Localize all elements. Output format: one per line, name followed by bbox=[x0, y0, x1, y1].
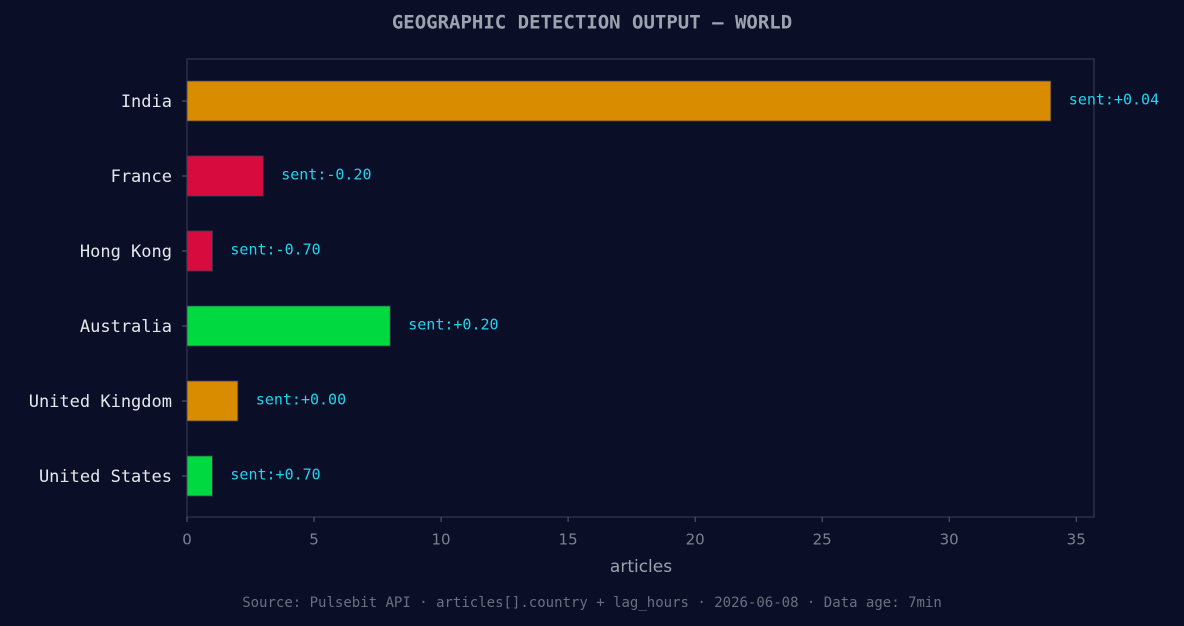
x-tick-label: 30 bbox=[940, 531, 959, 549]
bar bbox=[186, 230, 213, 272]
x-tick-label: 20 bbox=[686, 531, 705, 549]
bar-label: sent:+0.00 bbox=[256, 391, 346, 409]
y-tick-label: United States bbox=[39, 467, 172, 487]
x-tick-label: 5 bbox=[309, 531, 319, 549]
bar-label: sent:+0.70 bbox=[230, 466, 320, 484]
bar bbox=[186, 455, 213, 497]
x-axis-label: articles bbox=[610, 557, 672, 577]
bar-label: sent:+0.04 bbox=[1069, 91, 1159, 109]
y-tick-label: France bbox=[111, 167, 172, 187]
source-note: Source: Pulsebit API · articles[].countr… bbox=[242, 595, 942, 611]
y-tick-label: United Kingdom bbox=[29, 392, 172, 412]
x-tick-label: 25 bbox=[813, 531, 832, 549]
chart-title: GEOGRAPHIC DETECTION OUTPUT — WORLD bbox=[392, 12, 792, 34]
bar-label: sent:-0.20 bbox=[281, 166, 371, 184]
y-tick-label: India bbox=[121, 92, 172, 112]
bar bbox=[186, 305, 391, 347]
x-tick-label: 10 bbox=[432, 531, 451, 549]
y-tick-label: Hong Kong bbox=[80, 242, 172, 262]
bar-label: sent:+0.20 bbox=[408, 316, 498, 334]
x-tick-label: 15 bbox=[559, 531, 578, 549]
bar bbox=[186, 155, 264, 197]
plot-frame bbox=[186, 58, 1095, 518]
bar-label: sent:-0.70 bbox=[230, 241, 320, 259]
x-tick-label: 35 bbox=[1067, 531, 1086, 549]
bar bbox=[186, 380, 239, 422]
x-tick-label: 0 bbox=[182, 531, 192, 549]
bar bbox=[186, 80, 1052, 122]
y-tick-label: Australia bbox=[80, 317, 172, 337]
